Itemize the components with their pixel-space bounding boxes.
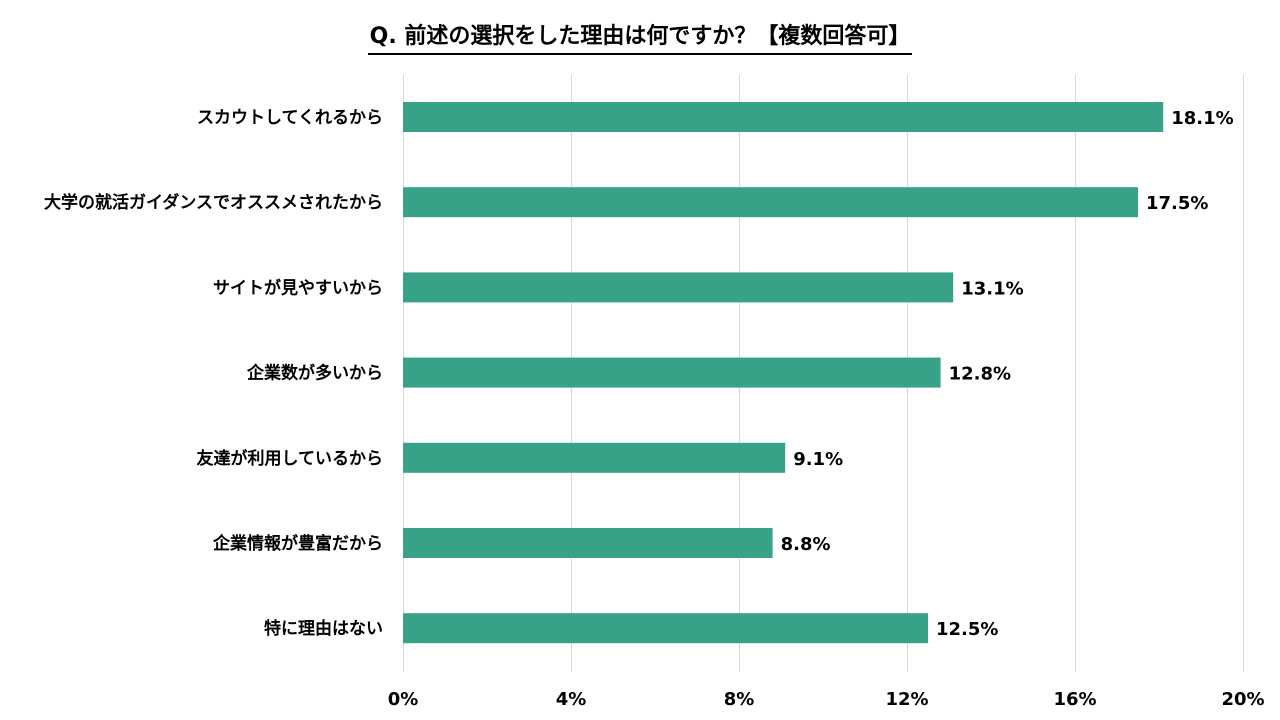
x-tick-label: 8% [724, 689, 755, 710]
chart-title-text: Q. 前述の選択をした理由は何ですか？【複数回答可】 [367, 18, 913, 55]
value-labels: 18.1% 17.5% 13.1% 12.8% 9.1% 8.8% 12.5% [781, 108, 1234, 640]
category-label: スカウトしてくれるから [197, 108, 383, 128]
chart-title: Q. 前述の選択をした理由は何ですか？【複数回答可】 [0, 18, 1280, 55]
category-labels: スカウトしてくれるから大学の就活ガイダンスでオススメされたからサイトが見やすいか… [44, 108, 383, 639]
bar [403, 528, 773, 558]
bar [403, 613, 928, 644]
bar [403, 442, 786, 473]
bar [403, 357, 941, 388]
x-tick-label: 20% [1221, 689, 1264, 710]
value-label: 8.8% [781, 534, 831, 555]
value-label: 13.1% [961, 278, 1023, 299]
bar [403, 102, 1164, 132]
value-label: 18.1% [1171, 108, 1233, 129]
bar [403, 187, 1138, 218]
bar [403, 272, 954, 303]
value-label: 9.1% [793, 449, 843, 470]
category-label: 特に理由はない [264, 618, 383, 639]
x-tick-label: 4% [556, 689, 587, 710]
x-tick-label: 16% [1053, 689, 1096, 710]
x-tick-label: 0% [388, 689, 419, 710]
category-label: 大学の就活ガイダンスでオススメされたから [44, 192, 383, 213]
category-label: 友達が利用しているから [197, 448, 384, 469]
value-label: 17.5% [1146, 193, 1208, 214]
category-label: 企業数が多いから [246, 363, 383, 384]
value-label: 12.8% [949, 364, 1011, 385]
x-tick-label: 12% [885, 689, 928, 710]
bars [403, 102, 1164, 644]
category-label: 企業情報が豊富だから [212, 533, 383, 554]
value-label: 12.5% [936, 619, 998, 640]
x-axis-tick-labels: 0% 4% 8% 12% 16% 20% [388, 689, 1265, 710]
category-label: サイトが見やすいから [213, 277, 383, 298]
